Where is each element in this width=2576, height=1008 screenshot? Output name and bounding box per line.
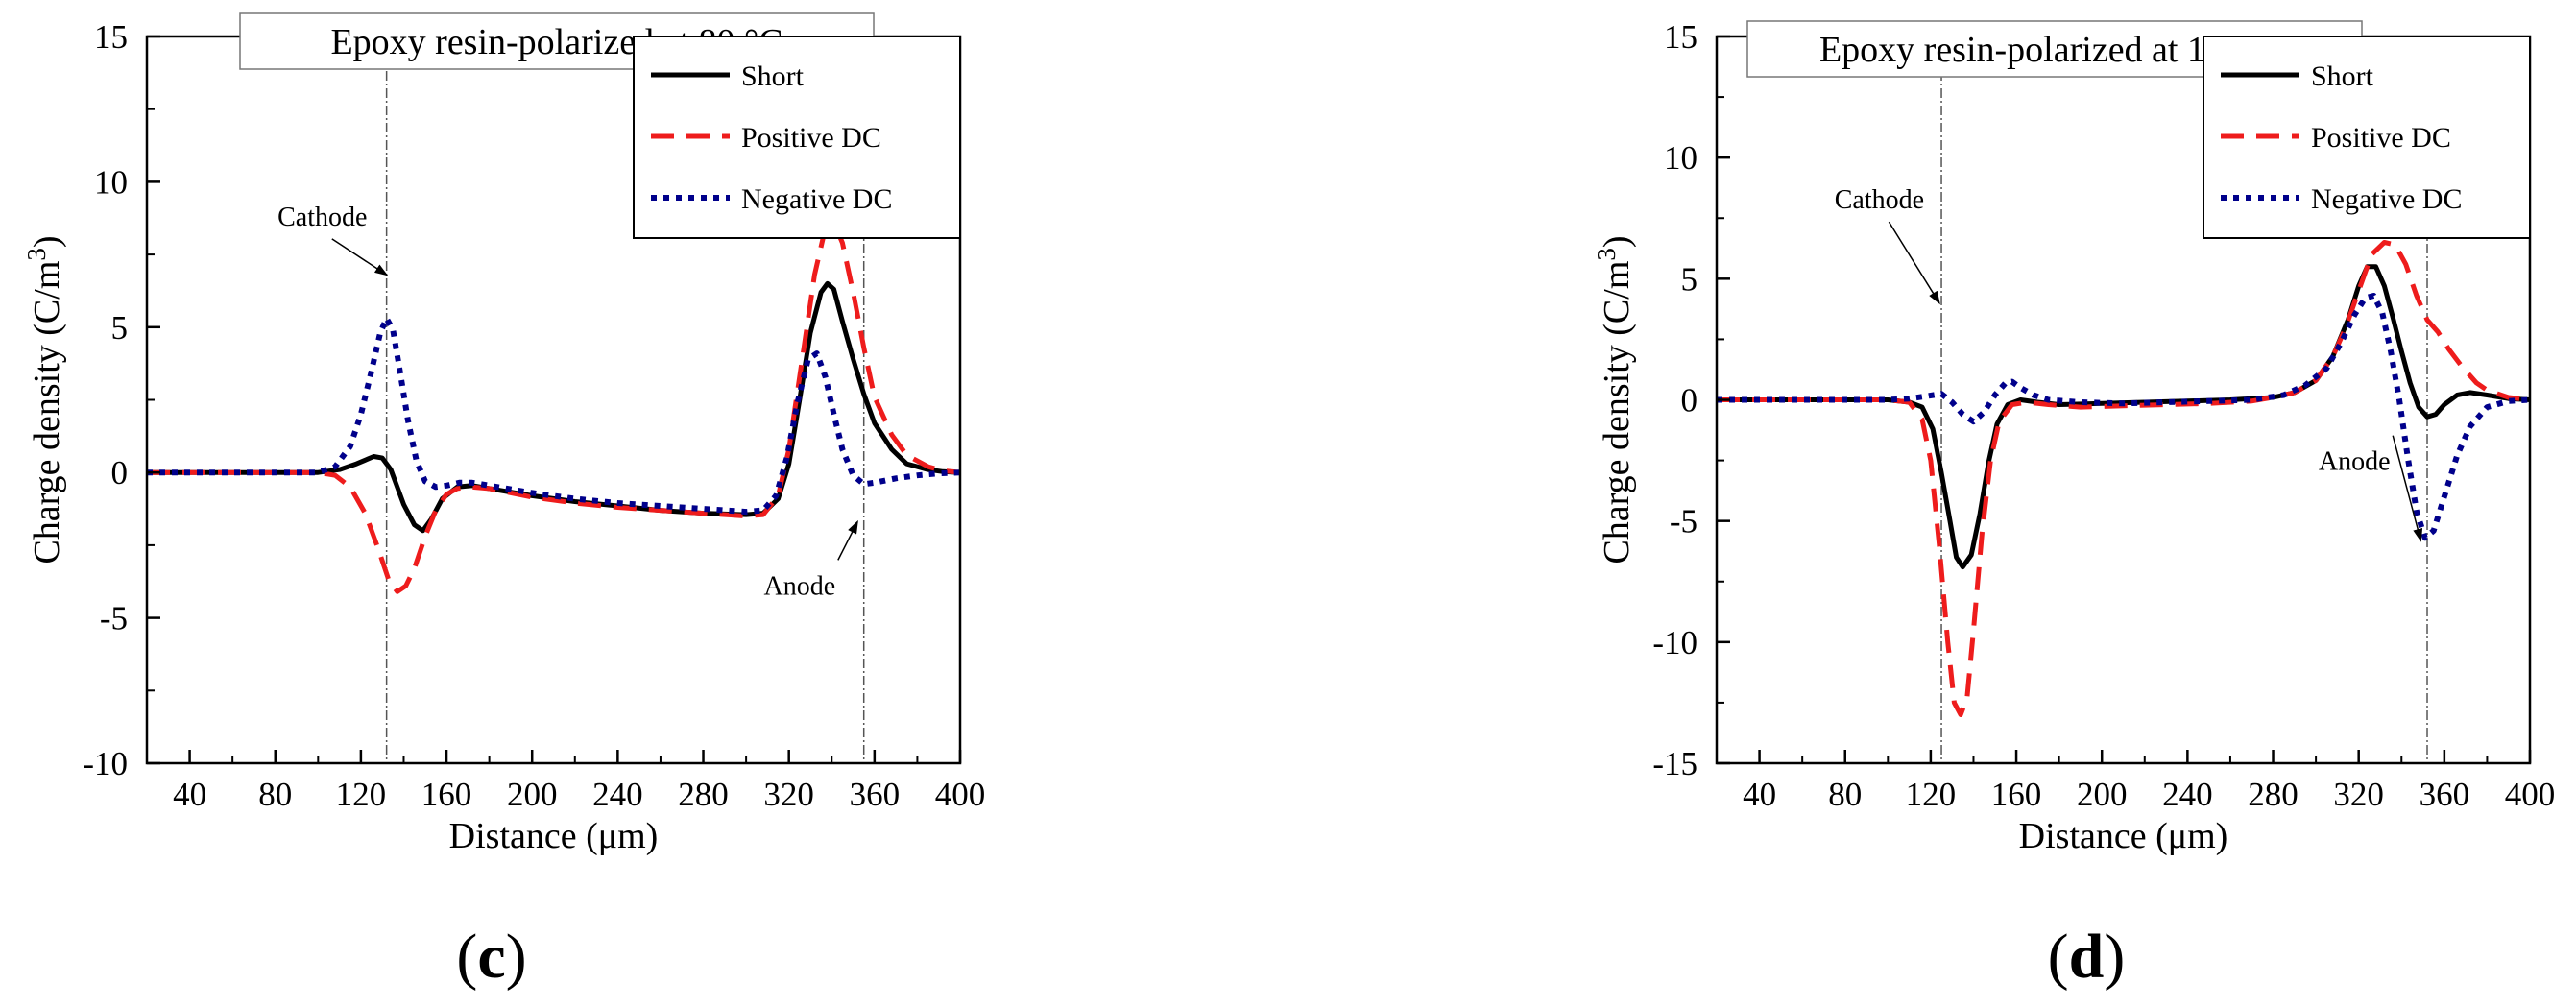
series-line-negative-dc	[147, 315, 960, 516]
x-tick-label: 400	[935, 776, 986, 813]
y-axis-title: Charge density (C/m3)	[1592, 235, 1637, 564]
y-tick-label: -10	[1652, 624, 1697, 661]
legend-label: Negative DC	[2311, 183, 2462, 215]
chart-panel-c: 40 80 120 160 200 240 280 320 360 400 -10 -5 0 5 10 15 D…	[22, 12, 986, 992]
panel-label: (d)	[2048, 922, 2126, 992]
series-line-positive-dc	[147, 220, 960, 594]
x-tick-label: 200	[507, 776, 558, 813]
legend-label: Positive DC	[741, 122, 881, 154]
series-line-short	[1717, 264, 2530, 570]
y-axis-title: Charge density (C/m3)	[22, 235, 67, 564]
y-tick-label: 0	[1681, 382, 1698, 420]
annotation-arrow	[331, 238, 389, 276]
panel-label-letter: d	[2069, 922, 2105, 992]
panel-label-letter: c	[477, 922, 505, 992]
x-tick-label: 240	[592, 776, 643, 813]
y-axis-title-superscript: 3	[22, 248, 51, 261]
x-tick-label: 80	[1828, 776, 1862, 813]
panel-label-open: (	[456, 922, 477, 992]
y-tick-label: 15	[1664, 18, 1697, 56]
y-tick-label: -15	[1652, 745, 1697, 782]
y-tick-label: 10	[1664, 139, 1697, 177]
series-group	[1717, 240, 2530, 717]
y-tick-label: -5	[100, 600, 128, 637]
annotation-anode: Anode	[764, 571, 836, 601]
y-tick-label: 10	[94, 163, 128, 201]
chart-panel-d: 40 80 120 160 200 240 280 320 360 400 -15 -10 -5 0 5 10…	[1592, 18, 2555, 992]
x-tick-label: 120	[336, 776, 387, 813]
x-tick-label: 280	[2248, 776, 2299, 813]
annotation-anode: Anode	[2319, 447, 2391, 477]
y-axis-title-end: )	[27, 235, 67, 248]
legend-label: Short	[741, 60, 805, 92]
y-tick-label: 15	[94, 18, 128, 56]
y-tick-label: 0	[111, 454, 129, 492]
x-tick-label: 320	[763, 776, 814, 813]
x-tick-label: 160	[1991, 776, 2042, 813]
x-tick-label: 160	[421, 776, 472, 813]
x-axis-title: Distance (μm)	[2019, 816, 2228, 856]
annotation-cathode: Cathode	[277, 203, 367, 232]
x-tick-label: 80	[258, 776, 292, 813]
y-tick-label: -10	[83, 745, 128, 782]
series-group	[147, 220, 960, 594]
panel-label-close: )	[506, 922, 527, 992]
x-axis-title: Distance (μm)	[449, 816, 659, 856]
x-tick-label: 320	[2333, 776, 2384, 813]
series-line-short	[147, 280, 960, 534]
panel-label: (c)	[456, 922, 526, 992]
panel-label-open: (	[2048, 922, 2069, 992]
y-axis-title-main: Charge density (C/m	[27, 261, 67, 564]
x-tick-label: 360	[2420, 776, 2470, 813]
annotation-arrow	[2392, 435, 2423, 542]
x-tick-label: 360	[850, 776, 901, 813]
x-tick-label: 280	[678, 776, 729, 813]
y-axis-title-main: Charge density (C/m	[1597, 261, 1637, 564]
x-tick-label: 400	[2505, 776, 2556, 813]
y-axis-title-end: )	[1597, 235, 1637, 248]
series-line-positive-dc	[1717, 240, 2530, 717]
x-tick-label: 240	[2162, 776, 2213, 813]
legend-label: Short	[2311, 60, 2374, 92]
y-tick-label: -5	[1670, 503, 1697, 540]
x-tick-label: 40	[1743, 776, 1776, 813]
annotation-cathode: Cathode	[1835, 185, 1924, 215]
y-tick-label: 5	[111, 309, 129, 347]
y-tick-label: 5	[1681, 260, 1698, 298]
series-line-negative-dc	[1717, 293, 2530, 541]
y-axis-title-superscript: 3	[1592, 248, 1621, 261]
legend-label: Negative DC	[741, 183, 892, 215]
x-tick-label: 200	[2077, 776, 2128, 813]
x-tick-label: 40	[173, 776, 206, 813]
annotation-arrow	[1888, 221, 1940, 305]
panel-label-close: )	[2104, 922, 2125, 992]
x-tick-label: 120	[1906, 776, 1957, 813]
legend-label: Positive DC	[2311, 122, 2451, 154]
annotation-arrow	[837, 519, 858, 561]
